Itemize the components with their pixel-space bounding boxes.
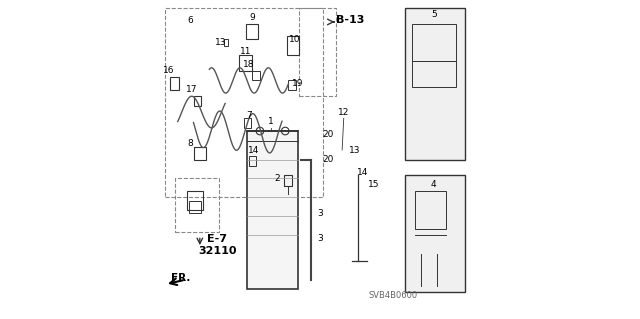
Text: 16: 16 bbox=[163, 66, 174, 76]
Bar bbox=[193, 96, 202, 106]
Bar bbox=[284, 175, 292, 186]
Bar bbox=[170, 77, 179, 90]
Bar bbox=[223, 39, 228, 46]
Bar bbox=[175, 178, 219, 232]
Text: 20: 20 bbox=[322, 130, 333, 139]
Bar bbox=[239, 55, 252, 71]
Text: 4: 4 bbox=[431, 180, 436, 189]
Text: 10: 10 bbox=[289, 35, 300, 44]
Bar bbox=[412, 62, 456, 87]
Text: B-13: B-13 bbox=[336, 15, 364, 26]
Text: 7: 7 bbox=[246, 111, 252, 120]
Bar bbox=[187, 191, 203, 210]
Bar bbox=[289, 80, 296, 90]
Text: 11: 11 bbox=[240, 48, 252, 56]
Bar bbox=[247, 131, 298, 289]
Text: 3: 3 bbox=[317, 234, 323, 243]
Text: SVB4B0600: SVB4B0600 bbox=[368, 291, 417, 300]
Text: 3: 3 bbox=[317, 209, 323, 218]
Bar bbox=[405, 175, 465, 292]
Text: 9: 9 bbox=[249, 13, 255, 22]
Text: 19: 19 bbox=[292, 79, 303, 88]
Bar bbox=[165, 8, 323, 197]
Bar bbox=[415, 191, 447, 229]
Text: 18: 18 bbox=[243, 60, 255, 69]
Bar bbox=[246, 24, 259, 39]
Text: 13: 13 bbox=[349, 145, 360, 154]
Bar bbox=[244, 118, 251, 128]
Text: FR.: FR. bbox=[171, 273, 191, 283]
Bar bbox=[249, 156, 256, 166]
Text: 6: 6 bbox=[188, 16, 193, 25]
Text: 15: 15 bbox=[368, 180, 380, 189]
Bar bbox=[405, 8, 465, 160]
Text: 14: 14 bbox=[248, 145, 259, 154]
Text: 13: 13 bbox=[214, 38, 226, 47]
Text: 5: 5 bbox=[431, 10, 436, 19]
Text: 1: 1 bbox=[268, 117, 274, 126]
Bar bbox=[252, 71, 260, 80]
Bar bbox=[193, 147, 206, 160]
Bar bbox=[412, 24, 456, 62]
Bar bbox=[300, 8, 336, 96]
Text: 8: 8 bbox=[188, 139, 193, 148]
Bar bbox=[287, 36, 300, 55]
Text: 12: 12 bbox=[338, 108, 349, 116]
Text: 14: 14 bbox=[357, 168, 369, 177]
Text: 17: 17 bbox=[186, 85, 198, 94]
Text: 2: 2 bbox=[275, 174, 280, 183]
Bar bbox=[189, 201, 202, 213]
Text: E-7
32110: E-7 32110 bbox=[198, 234, 236, 256]
Text: 20: 20 bbox=[322, 155, 333, 164]
